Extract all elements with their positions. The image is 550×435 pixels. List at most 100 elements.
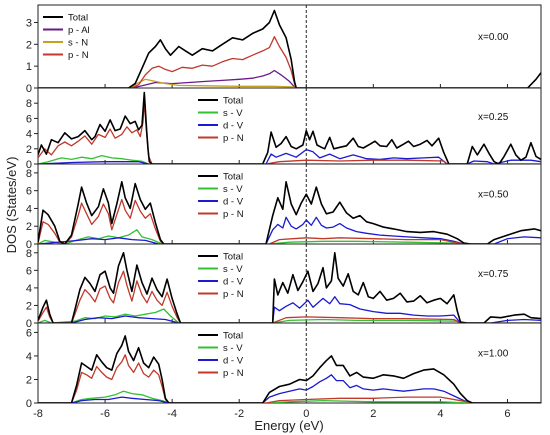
series-line-s-v <box>38 229 541 244</box>
legend-label: p - N <box>68 50 89 61</box>
legend-label: d - V <box>223 356 244 367</box>
legend-label: Total <box>68 13 88 24</box>
panel-plot-area <box>38 181 541 244</box>
x-tick-label: -8 <box>33 408 43 420</box>
legend-label: s - N <box>68 38 88 49</box>
y-tick-label: 6 <box>26 327 32 339</box>
x-tick-label: -6 <box>100 408 110 420</box>
y-tick-label: 8 <box>26 248 32 260</box>
panel-plot-area <box>38 9 541 88</box>
series-line-total <box>38 335 541 403</box>
y-tick-label: 8 <box>26 98 32 110</box>
y-axis-title: DOS (States/eV) <box>4 157 19 254</box>
series-line-s-n <box>38 78 541 88</box>
x-tick-label: 0 <box>303 408 309 420</box>
legend-label: p - N <box>223 133 244 144</box>
y-tick-label: 3 <box>26 17 32 29</box>
panel-frame <box>37 4 542 89</box>
legend-label: p - Al <box>68 25 90 36</box>
y-tick-label: 2 <box>26 144 32 156</box>
legend-label: d - V <box>223 121 244 132</box>
series-line-d-v <box>38 296 541 323</box>
legend-label: p - N <box>223 209 244 220</box>
series-line-total <box>38 181 541 244</box>
panel-plot-area <box>38 335 541 403</box>
legend-label: p - N <box>223 289 244 300</box>
legend-label: s - V <box>223 264 243 275</box>
legend-label: p - N <box>223 368 244 379</box>
series-line-total <box>38 252 541 323</box>
y-tick-label: 0 <box>26 159 32 171</box>
panel-frame <box>37 322 542 404</box>
series-line-d-v <box>38 374 541 403</box>
legend-label: d - V <box>223 197 244 208</box>
series-line-total <box>38 9 541 88</box>
panel-frame <box>37 163 542 245</box>
y-tick-label: 2 <box>26 374 32 386</box>
y-tick-label: 1 <box>26 61 32 73</box>
series-line-p-n <box>38 354 541 403</box>
x-tick-label: -4 <box>167 408 177 420</box>
series-line-p-n <box>38 270 541 323</box>
panel-plot-area <box>38 252 541 323</box>
y-tick-label: 0 <box>26 318 32 330</box>
y-tick-label: 0 <box>26 398 32 410</box>
y-tick-label: 0 <box>26 83 32 95</box>
panel-plot-area <box>38 91 541 164</box>
y-tick-label: 2 <box>26 300 32 312</box>
series-line-total <box>38 91 541 164</box>
series-line-d-v <box>38 216 541 244</box>
x-tick-label: 6 <box>504 408 510 420</box>
series-line-p-n <box>38 36 541 88</box>
panel-label: x=0.50 <box>478 190 509 201</box>
panel-label: x=0.00 <box>478 32 509 43</box>
x-axis-ticks: -8 -6 -4 -2 0 2 4 6 <box>33 408 510 420</box>
y-tick-label: 2 <box>26 221 32 233</box>
legend-label: Total <box>223 252 243 263</box>
panel-label: x=0.75 <box>478 269 509 280</box>
panel-label: x=1.00 <box>478 349 509 360</box>
series-line-s-v <box>38 308 541 323</box>
x-tick-label: -2 <box>234 408 244 420</box>
legend-label: Total <box>223 331 243 342</box>
series-line-s-v <box>38 154 541 164</box>
y-tick-label: 4 <box>26 203 32 215</box>
series-line-p-n <box>38 198 541 244</box>
legend-label: Total <box>223 96 243 107</box>
legend-label: s - V <box>223 343 243 354</box>
y-tick-label: 8 <box>26 168 32 180</box>
y-tick-label: 6 <box>26 265 32 277</box>
panel-frame <box>37 243 542 324</box>
y-tick-label: 4 <box>26 129 32 141</box>
y-tick-label: 2 <box>26 39 32 51</box>
y-tick-label: 6 <box>26 186 32 198</box>
x-tick-label: 2 <box>370 408 376 420</box>
series-line-p-n <box>38 100 541 164</box>
panel-label: x=0.25 <box>478 112 509 123</box>
x-axis-title: Energy (eV) <box>254 418 323 433</box>
series-line-s-v <box>38 390 541 403</box>
legend-label: d - V <box>223 277 244 288</box>
legend-label: Total <box>223 172 243 183</box>
series-line-d-v <box>38 148 541 164</box>
y-tick-label: 6 <box>26 113 32 125</box>
legend-label: s - V <box>223 108 243 119</box>
y-tick-label: 0 <box>26 239 32 251</box>
x-tick-label: 4 <box>437 408 443 420</box>
y-tick-label: 4 <box>26 351 32 363</box>
legend-label: s - V <box>223 184 243 195</box>
y-tick-label: 4 <box>26 283 32 295</box>
series-line-p-al <box>38 69 541 88</box>
